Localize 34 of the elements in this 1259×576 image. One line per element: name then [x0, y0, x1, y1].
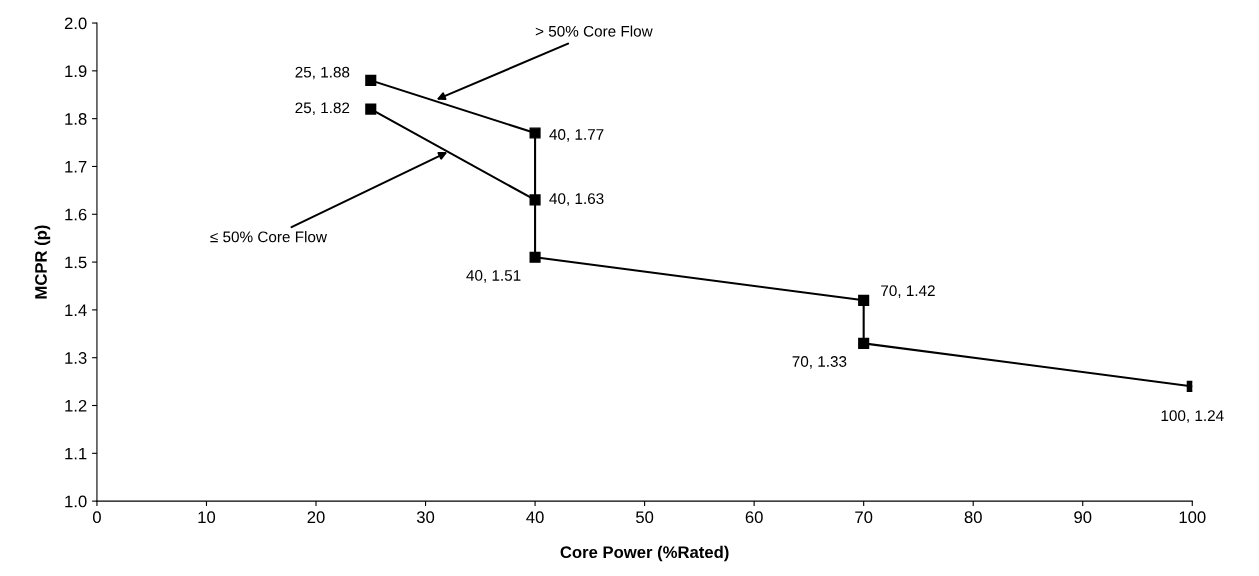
data-label: 70, 1.33: [792, 356, 847, 369]
x-tick-label: 10: [198, 511, 216, 524]
data-label: 25, 1.88: [295, 66, 350, 80]
data-label: 40, 1.51: [466, 270, 521, 283]
y-tick-label: 1.9: [65, 65, 87, 78]
x-tick-label: 0: [92, 511, 101, 524]
data-label: 25, 1.82: [295, 102, 350, 115]
x-tick-label: 40: [526, 511, 544, 524]
y-tick-label: 2.0: [64, 17, 87, 30]
y-tick-label: 1.7: [65, 161, 87, 173]
y-axis-title: MCPR (p): [34, 225, 51, 299]
x-axis-title: Core Power (%Rated): [560, 545, 729, 562]
annotation: > 50% Core Flow: [535, 25, 653, 37]
data-label: 40, 1.63: [549, 193, 604, 206]
annotation: ≤ 50% Core Flow: [210, 231, 327, 243]
x-tick-label: 100: [1179, 511, 1206, 524]
x-tick-label: 80: [964, 511, 982, 524]
y-tick-label: 1.2: [65, 399, 87, 412]
x-tick-label: 50: [636, 511, 654, 524]
y-tick-label: 1.4: [65, 304, 87, 316]
y-tick-label: 1.0: [65, 495, 87, 508]
y-tick-label: 1.1: [65, 447, 87, 460]
x-tick-label: 20: [307, 511, 325, 524]
data-label: 70, 1.42: [881, 285, 935, 298]
y-tick-label: 1.6: [65, 208, 87, 221]
x-tick-label: 30: [416, 511, 435, 524]
data-label: 100, 1.24: [1161, 410, 1224, 423]
y-tick-label: 1.5: [65, 256, 87, 269]
data-label: 40, 1.77: [549, 129, 604, 142]
y-tick-label: 1.3: [65, 352, 87, 364]
y-tick-label: 1.8: [65, 113, 87, 125]
x-tick-label: 60: [745, 511, 763, 524]
x-tick-label: 90: [1074, 511, 1092, 524]
x-tick-label: 70: [855, 511, 873, 524]
